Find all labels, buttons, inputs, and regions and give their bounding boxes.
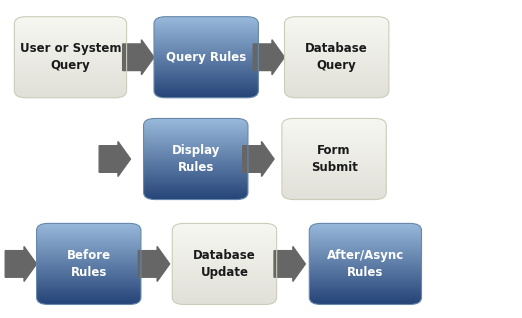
Text: Database
Query: Database Query (305, 43, 368, 72)
Text: Database
Update: Database Update (193, 249, 256, 279)
Polygon shape (123, 40, 154, 75)
Text: Display
Rules: Display Rules (172, 144, 220, 174)
Polygon shape (99, 142, 130, 176)
Text: After/Async
Rules: After/Async Rules (327, 249, 404, 279)
FancyBboxPatch shape (309, 223, 421, 305)
Text: User or System
Query: User or System Query (20, 43, 121, 72)
Polygon shape (243, 142, 274, 176)
Text: Query Rules: Query Rules (166, 51, 246, 64)
Polygon shape (253, 40, 284, 75)
FancyBboxPatch shape (284, 17, 389, 98)
FancyBboxPatch shape (282, 119, 386, 200)
FancyBboxPatch shape (15, 17, 126, 98)
Polygon shape (274, 246, 305, 281)
FancyBboxPatch shape (172, 223, 277, 305)
Text: Form
Submit: Form Submit (311, 144, 358, 174)
FancyBboxPatch shape (37, 223, 141, 305)
Text: Before
Rules: Before Rules (67, 249, 111, 279)
Polygon shape (5, 246, 37, 281)
Polygon shape (138, 246, 170, 281)
FancyBboxPatch shape (154, 17, 258, 98)
FancyBboxPatch shape (144, 119, 248, 200)
